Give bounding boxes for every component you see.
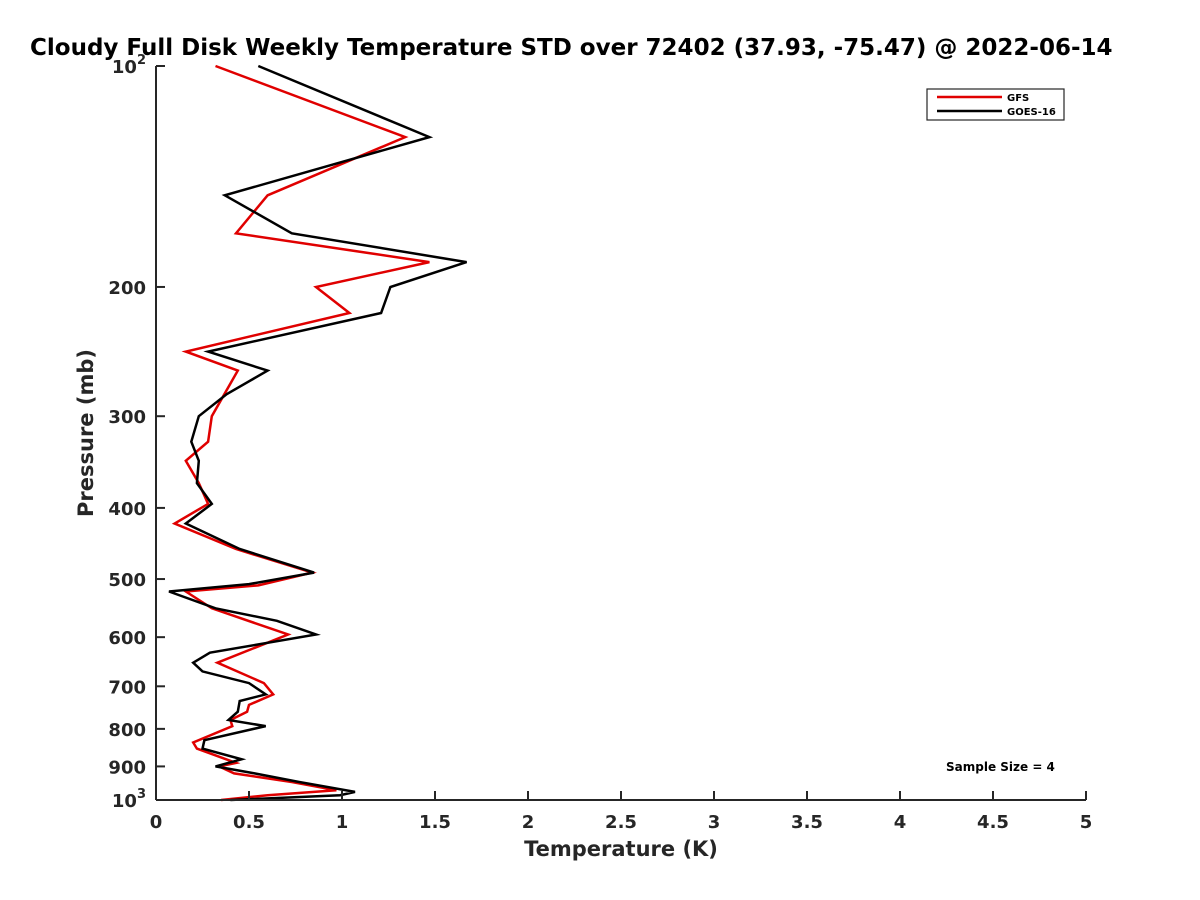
x-tick-label: 4	[894, 812, 907, 833]
y-tick-label: 102	[112, 53, 146, 78]
y-tick-base: 10	[112, 57, 137, 78]
x-tick-label: 1	[336, 812, 349, 833]
legend-label-gfs: GFS	[1007, 93, 1029, 104]
y-tick-label: 800	[108, 720, 146, 741]
y-tick-base: 200	[108, 278, 146, 299]
x-axis-label: Temperature (K)	[524, 837, 718, 861]
y-tick-base: 500	[108, 570, 146, 591]
y-tick-label: 700	[108, 677, 146, 698]
x-tick-label: 2.5	[605, 812, 637, 833]
x-tick-label: 3	[708, 812, 721, 833]
series-line-goes16	[168, 64, 467, 802]
y-tick-base: 900	[108, 757, 146, 778]
x-axis-ticks: 0 0.5 1 1.5 2 2.5 3 3.5 4 4.5 5	[150, 791, 1093, 833]
series-line-gfs	[171, 64, 430, 802]
y-tick-label: 400	[108, 499, 146, 520]
y-axis-label: Pressure (mb)	[74, 349, 98, 517]
x-tick-label: 5	[1080, 812, 1093, 833]
x-tick-label: 1.5	[419, 812, 451, 833]
y-tick-base: 600	[108, 628, 146, 649]
y-tick-base: 300	[108, 407, 146, 428]
y-tick-label: 600	[108, 628, 146, 649]
x-tick-label: 3.5	[791, 812, 823, 833]
legend: GFS GOES-16	[926, 88, 1065, 121]
legend-box	[926, 88, 1065, 121]
data-series-group	[168, 64, 467, 802]
chart-title: Cloudy Full Disk Weekly Temperature STD …	[30, 35, 1113, 61]
x-tick-label: 2	[522, 812, 535, 833]
sample-size-annotation: Sample Size = 4	[946, 760, 1055, 774]
y-tick-exponent: 2	[137, 53, 146, 68]
y-tick-base: 700	[108, 677, 146, 698]
y-tick-exponent: 3	[137, 787, 146, 802]
y-tick-label: 500	[108, 570, 146, 591]
y-tick-label: 300	[108, 407, 146, 428]
x-tick-label: 0	[150, 812, 163, 833]
y-tick-label: 200	[108, 278, 146, 299]
y-tick-base: 400	[108, 499, 146, 520]
y-tick-base: 800	[108, 720, 146, 741]
x-tick-label: 4.5	[977, 812, 1009, 833]
y-tick-label: 900	[108, 757, 146, 778]
y-tick-label: 103	[112, 787, 146, 812]
x-tick-label: 0.5	[233, 812, 265, 833]
y-tick-base: 10	[112, 791, 137, 812]
legend-label-goes16: GOES-16	[1007, 107, 1056, 118]
